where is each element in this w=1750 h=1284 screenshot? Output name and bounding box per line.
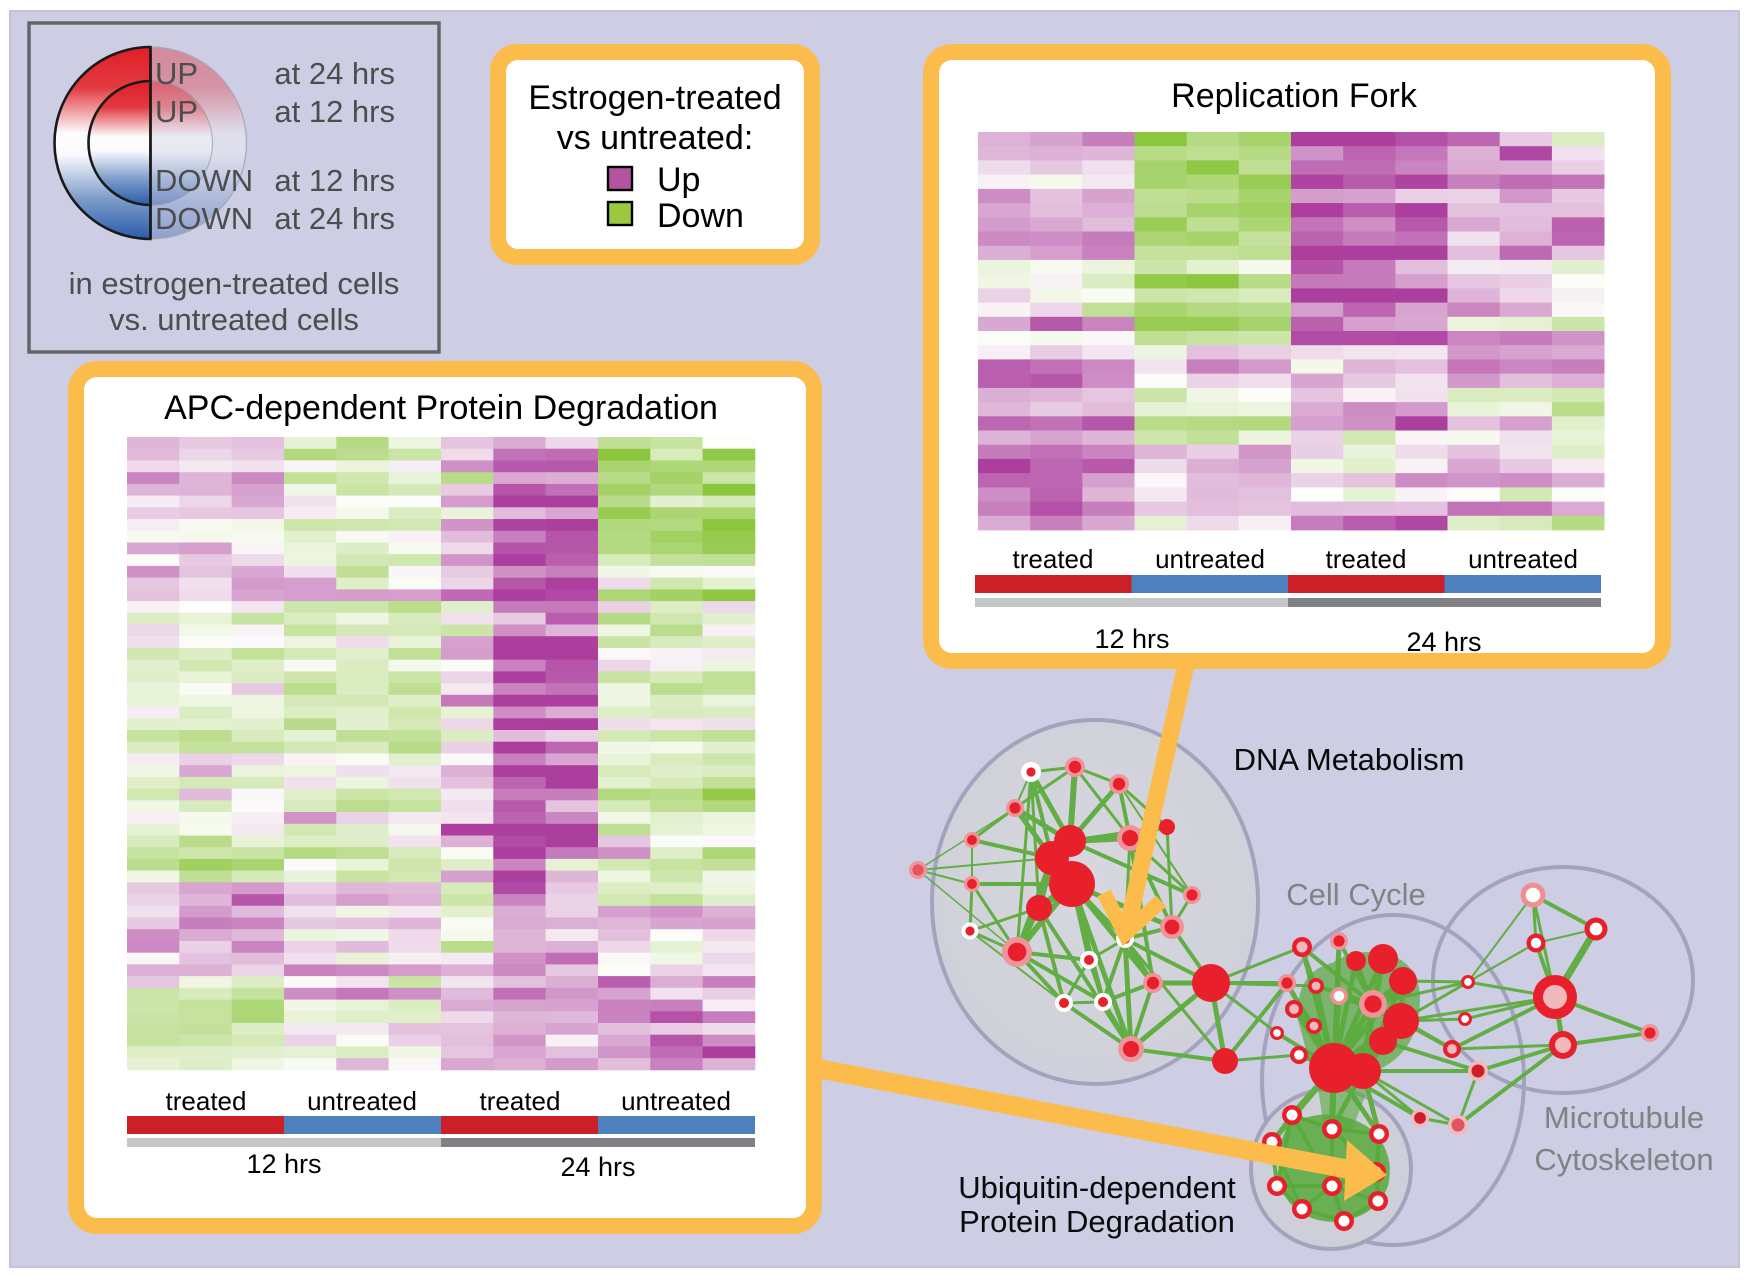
- svg-text:in estrogen-treated cells: in estrogen-treated cells: [69, 266, 400, 301]
- svg-text:Up: Up: [657, 161, 700, 199]
- svg-text:vs untreated:: vs untreated:: [557, 119, 754, 157]
- svg-text:Ubiquitin-dependent: Ubiquitin-dependent: [958, 1170, 1236, 1205]
- svg-text:24 hrs: 24 hrs: [1406, 627, 1481, 657]
- svg-text:untreated: untreated: [621, 1086, 731, 1116]
- svg-text:untreated: untreated: [1155, 544, 1265, 574]
- svg-text:at 24 hrs: at 24 hrs: [274, 56, 395, 91]
- svg-text:untreated: untreated: [1468, 544, 1578, 574]
- svg-text:treated: treated: [1013, 544, 1094, 574]
- svg-text:Down: Down: [657, 197, 744, 235]
- svg-text:Cytoskeleton: Cytoskeleton: [1534, 1142, 1713, 1177]
- svg-text:DNA Metabolism: DNA Metabolism: [1234, 742, 1465, 777]
- svg-text:Replication Fork: Replication Fork: [1171, 77, 1418, 115]
- svg-text:UP: UP: [155, 94, 198, 129]
- svg-text:12 hrs: 12 hrs: [1094, 624, 1169, 654]
- svg-text:treated: treated: [480, 1086, 561, 1116]
- svg-text:DOWN: DOWN: [155, 201, 253, 236]
- svg-text:24 hrs: 24 hrs: [560, 1152, 635, 1182]
- svg-text:Microtubule: Microtubule: [1544, 1100, 1704, 1135]
- svg-text:at 24 hrs: at 24 hrs: [274, 201, 395, 236]
- svg-text:treated: treated: [166, 1086, 247, 1116]
- svg-text:treated: treated: [1326, 544, 1407, 574]
- svg-text:untreated: untreated: [307, 1086, 417, 1116]
- svg-text:Protein Degradation: Protein Degradation: [959, 1204, 1235, 1239]
- svg-text:DOWN: DOWN: [155, 163, 253, 198]
- svg-text:UP: UP: [155, 56, 198, 91]
- svg-text:12 hrs: 12 hrs: [246, 1149, 321, 1179]
- svg-text:at 12 hrs: at 12 hrs: [274, 94, 395, 129]
- svg-text:Estrogen-treated: Estrogen-treated: [528, 79, 781, 117]
- svg-text:at 12 hrs: at 12 hrs: [274, 163, 395, 198]
- svg-text:vs. untreated cells: vs. untreated cells: [109, 302, 359, 337]
- svg-text:Cell Cycle: Cell Cycle: [1286, 877, 1426, 912]
- svg-text:APC-dependent Protein Degradat: APC-dependent Protein Degradation: [164, 389, 718, 427]
